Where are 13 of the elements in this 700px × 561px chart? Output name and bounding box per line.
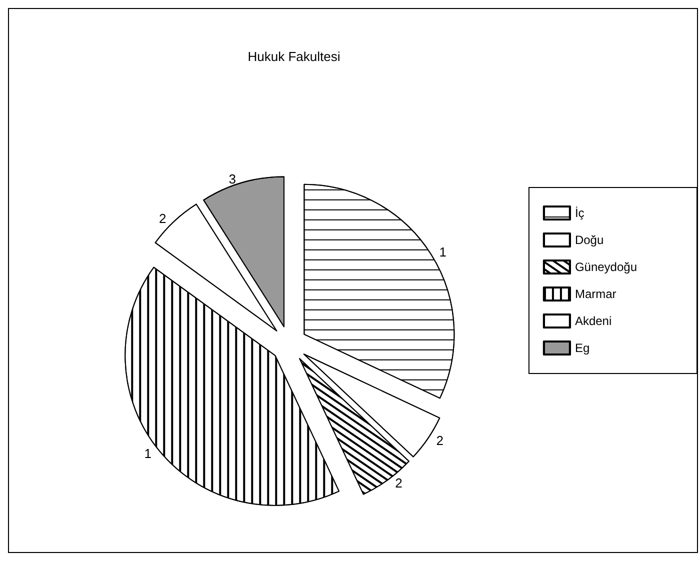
text: 3 <box>228 171 236 186</box>
legend-label: Güneydoğu <box>574 260 638 274</box>
legend-label: Akdeni <box>574 314 612 328</box>
legend-label: Doğu <box>574 233 604 247</box>
text: 2 <box>159 211 166 226</box>
text: 2 <box>395 476 402 491</box>
text: 1 <box>439 244 446 260</box>
legend-label: İç <box>574 206 584 220</box>
legend-label: Eg <box>574 341 590 355</box>
legend-label: Marmar <box>574 287 616 301</box>
text: 2 <box>436 433 444 448</box>
chart-title: Hukuk Fakultesi <box>248 49 340 64</box>
text: 1 <box>144 446 152 462</box>
